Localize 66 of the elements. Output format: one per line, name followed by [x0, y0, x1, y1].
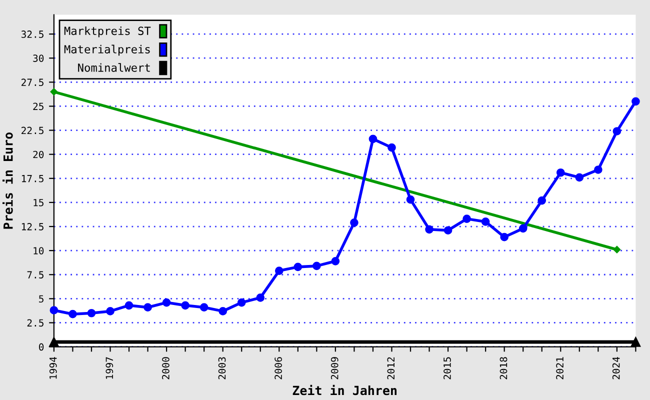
point: [518, 224, 528, 233]
x-tick-label: 2006: [274, 357, 282, 380]
y-tick-label: 30: [33, 54, 44, 62]
point: [294, 262, 302, 272]
point: [406, 195, 415, 204]
legend-label: Marktpreis ST: [64, 26, 151, 38]
x-tick-label: 2009: [330, 357, 338, 380]
x-tick-label: 1997: [106, 357, 114, 379]
point: [594, 166, 602, 174]
point: [312, 262, 321, 270]
y-tick-label: 17.5: [22, 175, 44, 182]
legend-label: Nominalwert: [78, 63, 150, 72]
point: [274, 266, 284, 275]
point: [444, 226, 452, 235]
point: [200, 303, 208, 312]
y-tick-label: 10: [34, 247, 44, 254]
point: [50, 306, 58, 314]
point: [68, 310, 77, 318]
x-tick-label: 2015: [444, 357, 451, 380]
point: [613, 246, 621, 254]
point: [481, 218, 490, 226]
y-tick-label: 12.5: [22, 223, 44, 230]
y-tick-label: 15: [34, 199, 44, 206]
point: [632, 97, 640, 106]
y-tick-label: 27.5: [22, 78, 44, 86]
point: [388, 143, 396, 152]
y-tick-label: 25: [33, 102, 44, 110]
point: [368, 134, 378, 144]
point: [181, 301, 190, 310]
x-tick-label: 2018: [500, 357, 508, 380]
point: [425, 225, 434, 234]
y-tick-label: 2.5: [27, 319, 44, 327]
y-tick-label: 22.5: [22, 126, 44, 134]
y-tick-label: 7.5: [27, 271, 44, 278]
point: [575, 173, 584, 182]
point: [162, 298, 171, 307]
point: [50, 88, 58, 96]
point: [49, 337, 59, 347]
x-tick-label: 1994: [49, 356, 57, 379]
point: [350, 218, 358, 227]
y-tick-label: 20: [33, 150, 44, 158]
x-tick-label: 2021: [556, 357, 564, 380]
point: [462, 214, 471, 223]
y-tick-label: 0: [39, 343, 44, 351]
point: [218, 307, 228, 316]
x-tick-label: 2024: [612, 356, 620, 380]
legend-label: Materialpreis: [64, 44, 150, 56]
x-tick-label: 2012: [387, 357, 395, 380]
point: [538, 196, 546, 205]
point: [144, 303, 152, 312]
x-tick-label: 2000: [162, 357, 170, 380]
point: [556, 168, 565, 177]
point: [500, 232, 509, 242]
point: [106, 307, 114, 316]
x-axis-title: Zeit in Jahren: [292, 384, 397, 396]
y-tick-label: 5: [39, 295, 44, 303]
y-axis-title: Preis in Euro: [2, 132, 13, 229]
y-tick-label: 32.5: [21, 30, 44, 38]
x-tick-label: 2003: [218, 357, 226, 380]
point: [256, 294, 265, 302]
point: [87, 308, 96, 318]
point: [124, 301, 134, 310]
point: [331, 256, 340, 266]
point: [630, 337, 641, 347]
point: [612, 127, 622, 136]
point: [237, 298, 246, 307]
